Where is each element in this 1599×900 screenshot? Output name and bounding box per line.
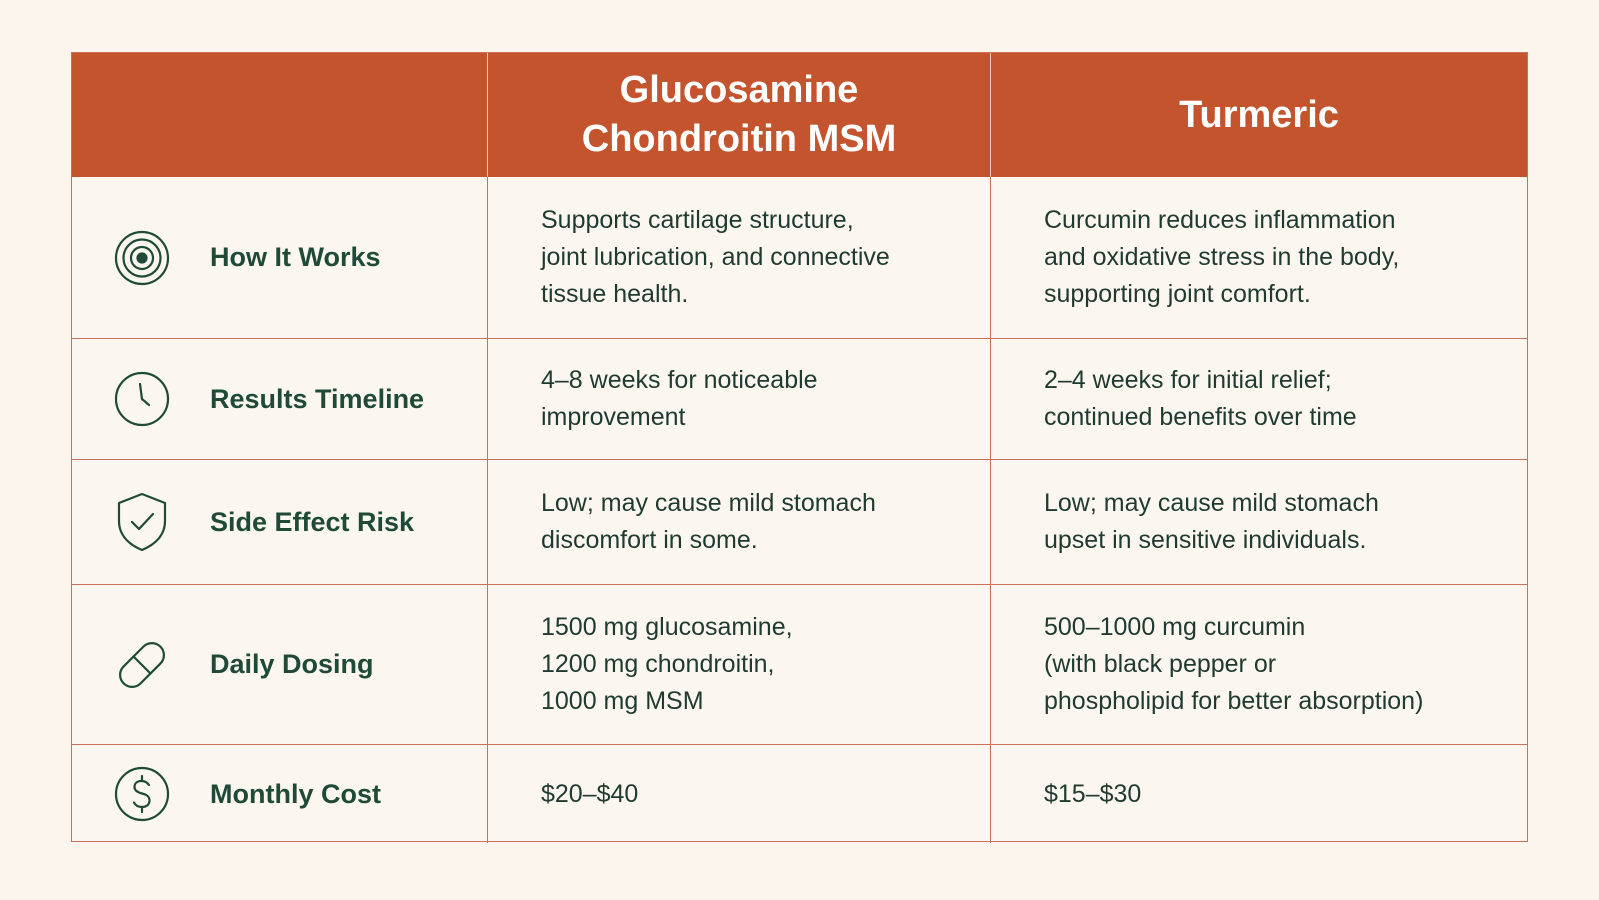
turmeric-results-timeline: 2–4 weeks for initial relief; continued … (991, 339, 1527, 460)
row-label-cell-daily-dosing: Daily Dosing (72, 585, 488, 745)
row-label-cell-results-timeline: Results Timeline (72, 339, 488, 460)
glucosamine-how-it-works: Supports cartilage structure, joint lubr… (488, 177, 991, 339)
dollar-icon (112, 764, 172, 824)
header-empty-cell (72, 53, 488, 177)
cell-text: 500–1000 mg curcumin (with black pepper … (1044, 613, 1424, 715)
clock-icon (112, 369, 172, 429)
row-label-cell-how-it-works: How It Works (72, 177, 488, 339)
glucosamine-side-effect-risk: Low; may cause mild stomach discomfort i… (488, 460, 991, 585)
pill-icon (112, 635, 172, 695)
row-label-cell-monthly-cost: Monthly Cost (72, 745, 488, 843)
cell-text: 4–8 weeks for noticeable improvement (541, 366, 818, 431)
row-label-monthly-cost: Monthly Cost (210, 778, 381, 809)
glucosamine-daily-dosing: 1500 mg glucosamine, 1200 mg chondroitin… (488, 585, 991, 745)
row-label-results-timeline: Results Timeline (210, 383, 425, 414)
turmeric-daily-dosing: 500–1000 mg curcumin (with black pepper … (991, 585, 1527, 745)
header-glucosamine: Glucosamine Chondroitin MSM (488, 53, 991, 177)
header-glucosamine-label: Glucosamine Chondroitin MSM (581, 69, 897, 160)
turmeric-how-it-works: Curcumin reduces inflammation and oxidat… (991, 177, 1527, 339)
cell-text: $20–$40 (541, 779, 639, 808)
cell-text: 2–4 weeks for initial relief; continued … (1044, 366, 1357, 431)
header-turmeric: Turmeric (991, 53, 1527, 177)
turmeric-side-effect-risk: Low; may cause mild stomach upset in sen… (991, 460, 1527, 585)
comparison-table: Glucosamine Chondroitin MSM Turmeric How… (71, 52, 1528, 843)
target-icon (112, 228, 172, 288)
row-label-daily-dosing: Daily Dosing (210, 649, 374, 679)
row-label-how-it-works: How It Works (210, 242, 381, 272)
turmeric-monthly-cost: $15–$30 (991, 745, 1527, 843)
cell-text: Low; may cause mild stomach upset in sen… (1044, 489, 1379, 554)
cell-text: Supports cartilage structure, joint lubr… (541, 206, 890, 308)
header-turmeric-label: Turmeric (1179, 93, 1339, 136)
row-label-cell-side-effect-risk: Side Effect Risk (72, 460, 488, 585)
cell-text: Low; may cause mild stomach discomfort i… (541, 489, 876, 554)
cell-text: $15–$30 (1044, 779, 1142, 808)
glucosamine-results-timeline: 4–8 weeks for noticeable improvement (488, 339, 991, 460)
cell-text: 1500 mg glucosamine, 1200 mg chondroitin… (541, 613, 793, 715)
cell-text: Curcumin reduces inflammation and oxidat… (1044, 206, 1400, 308)
row-label-side-effect-risk: Side Effect Risk (210, 506, 415, 537)
shield-check-icon (112, 492, 172, 552)
glucosamine-monthly-cost: $20–$40 (488, 745, 991, 843)
